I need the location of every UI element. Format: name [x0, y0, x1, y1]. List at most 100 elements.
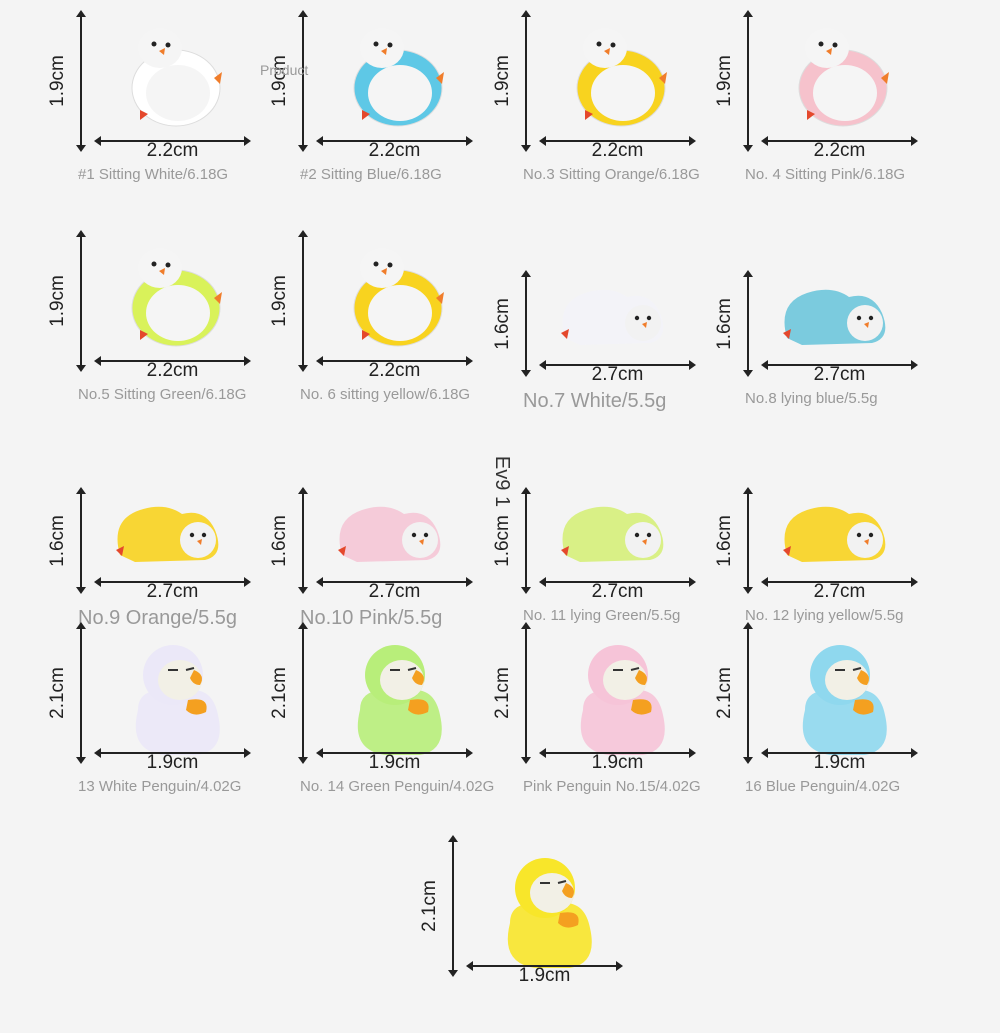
penguin-toy-image: [340, 238, 450, 358]
penguin-toy-image: [555, 490, 675, 575]
product-card: 1.9cm 2.2cm No. 6 sitting yellow/6.18G: [268, 228, 490, 428]
product-caption: No. 6 sitting yellow/6.18G: [300, 386, 471, 403]
product-caption: No.3 Sitting Orange/6.18G: [523, 166, 700, 183]
penguin-toy-image: [110, 490, 230, 575]
height-dimension-arrow: [521, 10, 531, 152]
product-caption: No. 11 lying Green/5.5g: [523, 607, 681, 624]
product-caption: No. 12 lying yellow/5.5g: [745, 607, 904, 624]
width-label: 2.2cm: [591, 140, 644, 161]
width-dimension-arrow: [94, 356, 251, 366]
height-label: 1.9cm: [491, 55, 513, 107]
product-caption: No.10 Pink/5.5g: [300, 607, 443, 629]
height-dimension-arrow: [298, 622, 308, 764]
product-card: 1.6cm 2.7cm No.7 White/5.5g: [491, 228, 713, 428]
side-mark: Ev9 1: [491, 455, 514, 508]
height-label: 2.1cm: [491, 667, 513, 719]
penguin-toy-image: [340, 18, 450, 138]
height-label: 2.1cm: [418, 880, 440, 932]
width-label: 2.2cm: [146, 140, 199, 161]
penguin-toy-image: [340, 630, 450, 765]
height-dimension-arrow: [298, 230, 308, 372]
width-label: 1.9cm: [368, 752, 421, 773]
width-label: 1.9cm: [813, 752, 866, 773]
penguin-toy-image: [785, 630, 895, 765]
penguin-toy-image: [777, 273, 897, 358]
product-caption: No. 14 Green Penguin/4.02G: [300, 778, 495, 795]
penguin-toy-image: [777, 490, 897, 575]
product-card: 1.9cm 2.2cm No.5 Sitting Green/6.18G: [47, 228, 268, 428]
height-dimension-arrow: [448, 835, 458, 977]
penguin-toy-image: [563, 630, 673, 765]
product-card: 1.6cm 2.7cm No. 11 lying Green/5.5g: [491, 445, 713, 645]
height-dimension-arrow: [743, 270, 753, 377]
product-caption: Pink Penguin No.15/4.02G: [523, 778, 701, 795]
width-label: 1.9cm: [518, 965, 571, 986]
product-card: 2.1cm 1.9cm No. 14 Green Penguin/4.02G: [268, 620, 494, 820]
penguin-toy-image: [785, 18, 895, 138]
width-label: 2.7cm: [591, 581, 644, 602]
height-label: 1.6cm: [491, 514, 513, 567]
height-dimension-arrow: [743, 622, 753, 764]
product-caption: No.7 White/5.5g: [523, 390, 667, 412]
height-dimension-arrow: [743, 10, 753, 152]
penguin-toy-image: [118, 238, 228, 358]
height-dimension-arrow: [298, 10, 308, 152]
width-dimension-arrow: [761, 136, 918, 146]
height-label: 2.1cm: [46, 667, 68, 719]
width-label: 2.7cm: [813, 581, 866, 602]
width-label: 2.2cm: [368, 140, 421, 161]
product-card: 2.1cm 1.9cm 16 Blue Penguin/4.02G: [713, 620, 935, 820]
product-watermark: Product: [260, 62, 309, 78]
width-dimension-arrow: [94, 136, 251, 146]
height-label: 2.1cm: [713, 667, 735, 719]
width-dimension-arrow: [316, 136, 473, 146]
height-label: 1.6cm: [491, 297, 513, 350]
width-label: 2.2cm: [146, 360, 199, 381]
width-label: 1.9cm: [146, 752, 199, 773]
width-dimension-arrow: [466, 961, 623, 971]
width-dimension-arrow: [761, 360, 918, 370]
height-dimension-arrow: [76, 10, 86, 152]
product-card: 1.6cm 2.7cm No. 12 lying yellow/5.5g: [713, 445, 935, 645]
height-label: 1.6cm: [713, 514, 735, 567]
width-dimension-arrow: [94, 577, 251, 587]
product-caption: 13 White Penguin/4.02G: [78, 778, 242, 795]
height-dimension-arrow: [743, 487, 753, 594]
height-dimension-arrow: [76, 487, 86, 594]
product-caption: No.5 Sitting Green/6.18G: [78, 386, 247, 403]
width-dimension-arrow: [539, 360, 696, 370]
width-dimension-arrow: [539, 577, 696, 587]
width-dimension-arrow: [539, 748, 696, 758]
product-card: 1.9cm 2.2cm #2 Sitting Blue/6.18G: [269, 8, 490, 208]
product-card: 1.6cm 2.7cm No.8 lying blue/5.5g: [713, 228, 935, 428]
penguin-toy-image: [490, 843, 600, 978]
product-card: 2.1cm 1.9cm 13 White Penguin/4.02G: [46, 620, 268, 820]
width-dimension-arrow: [94, 748, 251, 758]
penguin-toy-image: [555, 273, 675, 358]
height-dimension-arrow: [76, 230, 86, 372]
penguin-toy-image: [332, 490, 452, 575]
height-dimension-arrow: [521, 622, 531, 764]
height-dimension-arrow: [298, 487, 308, 594]
product-card: 1.9cm 2.2cm No.3 Sitting Orange/6.18G: [491, 8, 713, 208]
height-label: 1.9cm: [268, 275, 290, 327]
product-card: 2.1cm 1.9cm Pink Penguin No.15/4.02G: [491, 620, 713, 820]
width-label: 2.7cm: [591, 364, 644, 385]
height-label: 1.6cm: [46, 514, 68, 567]
product-caption: #2 Sitting Blue/6.18G: [300, 166, 442, 183]
width-dimension-arrow: [316, 577, 473, 587]
height-label: 2.1cm: [268, 667, 290, 719]
height-dimension-arrow: [521, 270, 531, 377]
product-card: 1.6cm 2.7cm No.9 Orange/5.5g: [46, 445, 268, 645]
product-card: 1.6cm 2.7cm No.10 Pink/5.5g: [269, 445, 490, 645]
height-label: 1.6cm: [713, 297, 735, 350]
height-dimension-arrow: [521, 487, 531, 594]
width-dimension-arrow: [761, 577, 918, 587]
product-card: 2.1cm 1.9cm: [418, 833, 640, 1033]
product-caption: No. 4 Sitting Pink/6.18G: [745, 166, 906, 183]
penguin-toy-image: [118, 18, 228, 138]
width-label: 2.2cm: [813, 140, 866, 161]
product-card: 1.9cm 2.2cm #1 Sitting White/6.18G: [47, 8, 268, 208]
product-card: 1.9cm 2.2cm No. 4 Sitting Pink/6.18G: [714, 8, 935, 208]
width-label: 1.9cm: [591, 752, 644, 773]
